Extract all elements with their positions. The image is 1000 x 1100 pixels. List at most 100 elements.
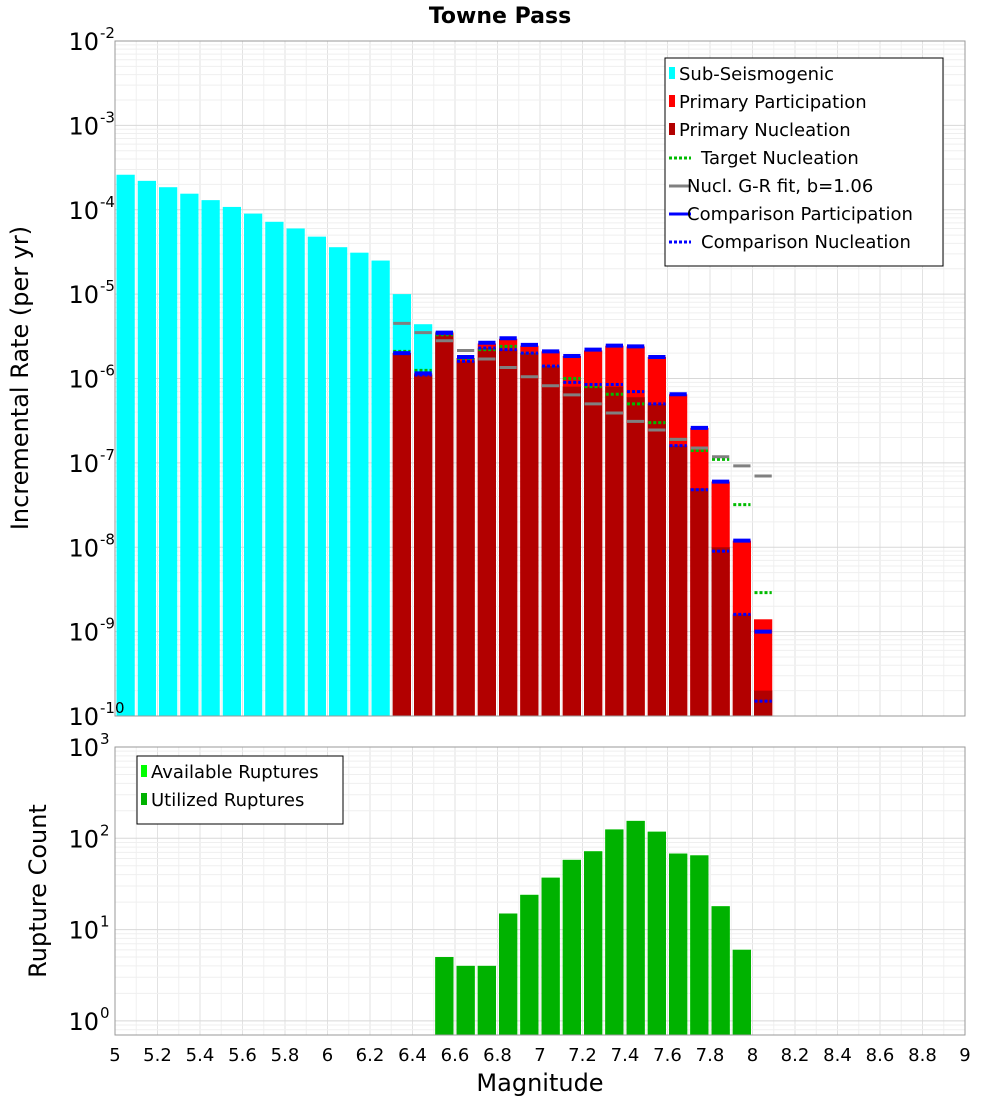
y-tick-exponent: -3	[100, 108, 115, 126]
y-tick-label: 10	[68, 197, 99, 225]
y-tick-label: 10	[68, 450, 99, 478]
bar-utilized-ruptures	[435, 957, 454, 1035]
bar-primary-nucleation	[669, 445, 688, 716]
legend-label: Comparison Nucleation	[701, 232, 911, 253]
bar-primary-nucleation	[499, 349, 518, 716]
y-tick-exponent: -6	[100, 362, 115, 380]
x-tick-label: 5.8	[271, 1045, 300, 1066]
bar-sub-seismogenic	[137, 180, 156, 716]
y-tick-label: 10	[68, 28, 99, 56]
x-tick-label: 6.2	[356, 1045, 385, 1066]
bar-sub-seismogenic	[265, 221, 284, 716]
y-tick-label: 10	[68, 703, 99, 731]
legend-swatch	[141, 793, 147, 805]
y-tick-exponent: -7	[100, 446, 115, 464]
top-y-axis-label: Incremental Rate (per yr)	[6, 226, 34, 530]
x-tick-label: 7.8	[696, 1045, 725, 1066]
bar-utilized-ruptures	[647, 831, 666, 1035]
bottom-legend: Available Ruptures Utilized Ruptures	[136, 755, 344, 825]
bar-sub-seismogenic	[371, 260, 390, 716]
x-tick-label: 5.6	[228, 1045, 257, 1066]
y-tick-label: 10	[68, 917, 99, 945]
x-axis-label: Magnitude	[476, 1069, 603, 1097]
x-tick-label: 8.8	[908, 1045, 937, 1066]
bar-sub-seismogenic	[244, 213, 263, 717]
legend-label: Nucl. G-R fit, b=1.06	[687, 176, 873, 197]
bar-utilized-ruptures	[562, 859, 581, 1035]
y-tick-label: 10	[68, 1008, 99, 1036]
bar-primary-nucleation	[711, 547, 730, 716]
bar-sub-seismogenic	[180, 193, 199, 716]
bar-primary-nucleation	[584, 386, 603, 716]
y-tick-label: 10	[68, 281, 99, 309]
x-tick-label: 8.6	[866, 1045, 895, 1066]
bar-primary-nucleation	[754, 690, 773, 716]
bar-utilized-ruptures	[711, 906, 730, 1035]
x-tick-label: 9	[959, 1045, 970, 1066]
bottom-y-axis-label: Rupture Count	[24, 804, 52, 978]
top-legend: Sub-Seismogenic Primary Participation Prim…	[664, 57, 944, 267]
x-tick-label: 6	[322, 1045, 333, 1066]
x-tick-label: 6.4	[398, 1045, 427, 1066]
y-tick-label: 10	[68, 366, 99, 394]
bottom-plot-frame	[114, 746, 966, 1036]
bar-primary-nucleation	[626, 397, 645, 716]
x-tick-label: 8.2	[781, 1045, 810, 1066]
legend-label: Utilized Ruptures	[151, 790, 304, 811]
y-tick-exponent: 3	[100, 730, 110, 748]
y-tick-exponent: -9	[100, 615, 115, 633]
bar-sub-seismogenic	[201, 200, 220, 716]
y-tick-exponent: -8	[100, 530, 115, 548]
y-tick-exponent: -2	[100, 24, 115, 42]
bar-primary-nucleation	[477, 347, 496, 716]
bar-utilized-ruptures	[669, 853, 688, 1035]
x-tick-label: 6.8	[483, 1045, 512, 1066]
bar-utilized-ruptures	[541, 877, 560, 1035]
bar-primary-nucleation	[562, 386, 581, 716]
x-tick-label: 7	[534, 1045, 545, 1066]
y-tick-exponent: 1	[100, 913, 110, 931]
bar-utilized-ruptures	[499, 913, 518, 1035]
bar-primary-nucleation	[435, 334, 454, 716]
legend-box	[136, 755, 344, 825]
bar-sub-seismogenic	[286, 228, 305, 716]
legend-label: Sub-Seismogenic	[679, 64, 834, 85]
bar-sub-seismogenic	[350, 252, 369, 716]
bar-primary-nucleation	[392, 353, 411, 716]
x-tick-label: 5	[109, 1045, 120, 1066]
legend-swatch	[669, 123, 675, 135]
x-tick-label: 7.2	[568, 1045, 597, 1066]
legend-label: Primary Nucleation	[679, 120, 851, 141]
top-lines	[393, 321, 772, 703]
legend-swatch	[669, 95, 675, 107]
legend-box	[664, 57, 944, 267]
bar-primary-nucleation	[647, 403, 666, 716]
bar-utilized-ruptures	[690, 855, 709, 1035]
top-plot-frame	[114, 40, 966, 717]
bar-utilized-ruptures	[626, 820, 645, 1035]
bar-primary-nucleation	[541, 366, 560, 716]
y-tick-label: 10	[68, 534, 99, 562]
bar-primary-nucleation	[690, 488, 709, 716]
y-tick-exponent: -5	[100, 277, 115, 295]
bar-utilized-ruptures	[732, 949, 751, 1035]
bottom-grid	[115, 747, 966, 1036]
bar-primary-nucleation	[456, 361, 475, 716]
bar-sub-seismogenic	[222, 206, 241, 716]
bar-primary-nucleation	[732, 614, 751, 716]
x-tick-label: 7.4	[611, 1045, 640, 1066]
bar-utilized-ruptures	[477, 965, 496, 1035]
y-tick-label: 10	[68, 734, 99, 762]
x-tick-label: 8.4	[823, 1045, 852, 1066]
y-tick-label: 10	[68, 619, 99, 647]
y-tick-label: 10	[68, 825, 99, 853]
bar-sub-seismogenic	[329, 247, 348, 716]
y-tick-exponent: 0	[100, 1004, 110, 1022]
bottom-x-ticks: 5 5.2 5.4 5.6 5.8 6 6.2 6.4 6.6 6.8 7 7.2 7.4 7.6 7.8 8…	[109, 1045, 970, 1066]
legend-label: Target Nucleation	[700, 148, 859, 169]
